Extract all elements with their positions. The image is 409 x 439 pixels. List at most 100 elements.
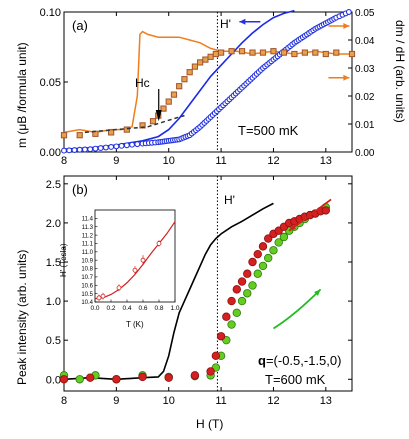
y-tick-label-b: 1.0: [46, 296, 61, 308]
y-axis-label-b: Peak intensity (arb. units): [15, 250, 29, 385]
m-square-point: [197, 59, 204, 66]
green-sphere-point: [279, 232, 289, 242]
green-sphere-point: [237, 296, 247, 306]
m-square-point: [181, 76, 188, 83]
intensity-black-line: [63, 202, 274, 381]
m-square-point: [238, 48, 246, 55]
m-blue-point: [129, 141, 136, 148]
inset-content: 0.0 0.2 0.4 0.6 0.8 1.0 10.4 10.5 10.6 10.7 10.8 10…: [81, 217, 180, 312]
m-square-point: [301, 49, 308, 56]
m-blue-point: [66, 147, 73, 154]
m-square-point: [149, 118, 157, 125]
red-sphere-point: [112, 375, 121, 384]
m-blue-point: [102, 144, 109, 151]
inset-y-tick-label: 10.8: [81, 267, 93, 273]
m-blue-point: [92, 145, 99, 152]
y-tick-label-a: 0.00: [40, 147, 61, 159]
inset-point: [156, 241, 162, 246]
m-square-point: [217, 49, 225, 56]
legend-arrow-head: [343, 23, 350, 29]
y2-axis-label-a: dm / dH (arb. units): [393, 20, 407, 123]
inset-point: [96, 295, 102, 301]
m-square-point: [348, 50, 356, 58]
x-tick-label-b: 11: [215, 395, 226, 407]
red-sphere-point: [253, 249, 262, 259]
green-sphere-point: [253, 269, 262, 278]
green-sphere-point: [264, 253, 273, 263]
green-sphere-point: [227, 320, 236, 329]
inset-y-tick-label: 10.4: [81, 300, 93, 306]
inset-point: [100, 293, 106, 299]
m-square-point: [123, 126, 130, 133]
m-square-point: [176, 83, 183, 90]
m-square-point: [212, 50, 219, 58]
y2-tick-label-a: 0.01: [355, 120, 375, 131]
red-sphere-point: [237, 277, 247, 286]
red-sphere-point: [264, 234, 273, 243]
inset-y-tick-label: 10.6: [81, 283, 93, 289]
red-sphere-point: [206, 367, 215, 376]
dashed-fit-line: [84, 114, 185, 134]
red-sphere-point: [227, 296, 236, 306]
inset-point: [140, 257, 146, 263]
m-blue-point: [345, 9, 352, 15]
red-sphere-point: [321, 206, 331, 215]
inset-y-tick-label: 11.3: [82, 225, 94, 231]
green-sphere-point: [75, 375, 84, 384]
m-square-point: [165, 98, 172, 105]
red-sphere-point: [243, 269, 252, 278]
x-tick-label-b: 9: [113, 395, 119, 407]
panel-a-series: [60, 9, 356, 154]
y-tick-label-b: 0.5: [46, 335, 61, 347]
m-blue-point: [97, 145, 104, 152]
inset-y-tick-label: 11.2: [82, 233, 94, 239]
y2-tick-label-a: 0.02: [355, 92, 375, 103]
panel-b-series: [59, 176, 332, 391]
q-bold: q: [258, 353, 266, 368]
hc-arrow-head: [155, 110, 162, 122]
inset-point: [116, 285, 122, 291]
direction-arrow-head: [289, 224, 296, 231]
y-tick-label-a: 0.05: [40, 77, 61, 89]
m-square-point: [207, 53, 214, 60]
m-square-point: [108, 129, 115, 136]
inset-y-tick-label: 10.5: [81, 292, 93, 298]
inset-x-tick-label: 0.8: [154, 305, 163, 312]
panel-a-label: (a): [72, 18, 88, 33]
green-sphere-point: [269, 246, 278, 255]
m-blue-point: [61, 147, 67, 154]
m-square-point: [291, 50, 298, 58]
inset-x-tick-label: 0.4: [122, 305, 131, 312]
red-sphere-point: [216, 332, 226, 341]
x-tick-label-a: 9: [113, 155, 119, 167]
red-sphere-point: [258, 242, 268, 251]
red-sphere-point: [138, 372, 147, 382]
hprime-label-a: H': [220, 17, 231, 31]
inset-point: [132, 267, 138, 273]
m-blue-point: [76, 146, 83, 153]
hc-label: Hc: [135, 76, 150, 90]
x-tick-label-b: 13: [320, 395, 332, 407]
hprime-label-b: H': [224, 193, 235, 207]
m-blue-point: [87, 146, 94, 153]
m-blue-point: [113, 143, 120, 150]
red-sphere-point: [164, 373, 173, 382]
m-square-point: [191, 63, 199, 70]
x-tick-label-a: 11: [215, 155, 226, 167]
m-blue-point: [108, 144, 115, 150]
m-square-point: [322, 50, 329, 58]
green-sphere-point: [248, 281, 257, 290]
m-square-point: [60, 132, 68, 139]
m-square-point: [312, 49, 319, 56]
m-square-point: [202, 56, 209, 63]
x-tick-label-a: 13: [320, 155, 332, 167]
inset-y-tick-label: 10.7: [81, 275, 93, 281]
red-sphere-point: [85, 373, 95, 382]
panel-a: 8 9 10 11 12 13 0.00 0.05 0.10 0.00 0.01 0.02 0.03 0.…: [15, 7, 407, 167]
y2-tick-label-a: 0.05: [355, 8, 375, 19]
inset-x-tick-label: 0.0: [90, 305, 99, 312]
m-square-point: [186, 69, 193, 76]
m-square-point: [259, 49, 267, 56]
red-sphere-point: [222, 312, 231, 321]
